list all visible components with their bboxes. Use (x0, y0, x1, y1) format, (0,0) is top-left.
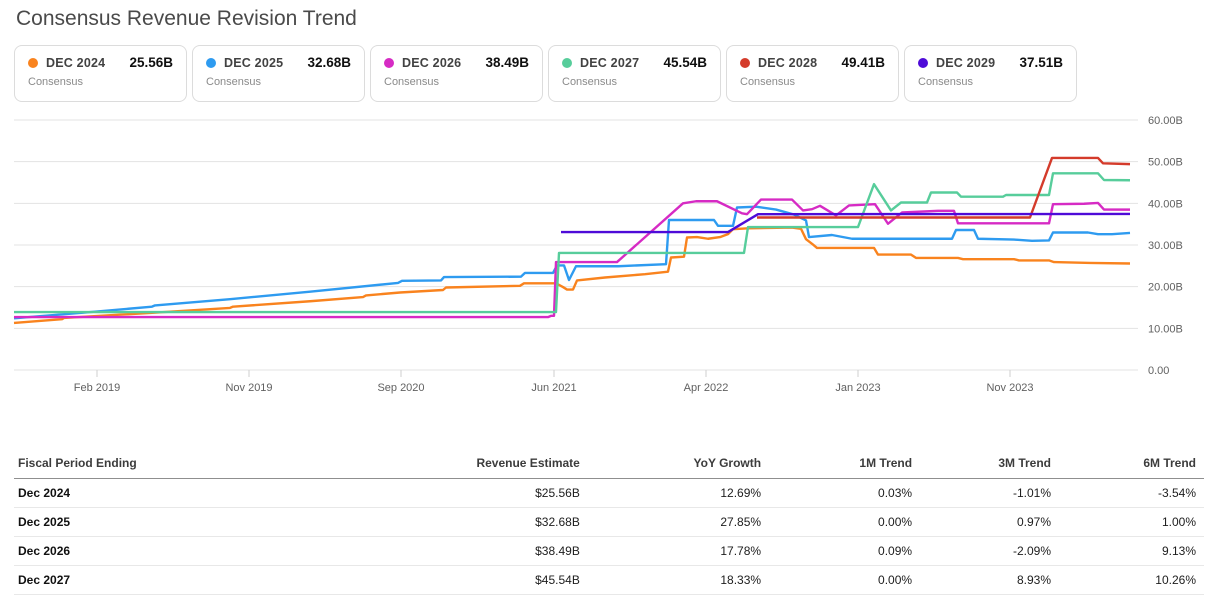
m3-trend-cell: -2.09% (920, 536, 1059, 566)
estimates-table-header: Fiscal Period Ending Revenue Estimate YoY … (14, 449, 1204, 479)
legend-period-label: DEC 2029 (936, 55, 996, 70)
table-row-dec-2026: Dec 2026 $38.49B 17.78% 0.09% -2.09% 9.13% (14, 536, 1204, 566)
series-line-dec-2025-consensus[interactable] (13, 205, 1131, 320)
legend-consensus-value: 32.68B (307, 55, 351, 70)
legend-card-dec-2024[interactable]: DEC 2024 25.56B Consensus (14, 45, 187, 102)
legend-card-row-dec-2028: DEC 2028 49.41B (740, 55, 885, 70)
legend-period-label: DEC 2025 (224, 55, 284, 70)
legend-period-label: DEC 2024 (46, 55, 106, 70)
revenue-estimate-cell: $38.49B (412, 536, 588, 566)
yoy-growth-cell: 17.78% (587, 536, 770, 566)
m3-trend-cell: 0.97% (920, 507, 1059, 537)
estimates-table: Fiscal Period Ending Revenue Estimate YoY … (14, 449, 1204, 595)
legend-consensus-value: 49.41B (841, 55, 885, 70)
table-row-dec-2024: Dec 2024 $25.56B 12.69% 0.03% -1.01% -3.54% (14, 478, 1204, 508)
series-dot-icon (28, 57, 38, 68)
legend-card-row-dec-2029: DEC 2029 37.51B (918, 55, 1063, 70)
series-dot-icon (384, 57, 394, 68)
m1-trend-cell: 0.00% (769, 507, 921, 537)
y-axis-label: 10.00B (1148, 323, 1183, 335)
legend-consensus-value: 25.56B (129, 55, 173, 70)
column-header-6m-trend: 6M Trend (1059, 449, 1204, 479)
table-row-dec-2025: Dec 2025 $32.68B 27.85% 0.00% 0.97% 1.00% (14, 507, 1204, 537)
series-line-dec-2029-consensus[interactable] (561, 212, 1131, 234)
series-dot-icon (740, 57, 750, 68)
column-header-3m-trend: 3M Trend (920, 449, 1059, 479)
m1-trend-cell: 0.09% (769, 536, 921, 566)
legend-card-row-dec-2026: DEC 2026 38.49B (384, 55, 529, 70)
y-axis-label: 0.00 (1148, 365, 1169, 377)
series-line-dec-2027-consensus[interactable] (14, 172, 1131, 314)
column-header-yoy-growth: YoY Growth (587, 449, 770, 479)
m6-trend-cell: 1.00% (1059, 507, 1204, 537)
series-line-dec-2026-consensus[interactable] (14, 198, 1131, 319)
legend-sublabel: Consensus (918, 76, 974, 88)
x-axis-label: Nov 2019 (225, 382, 272, 394)
y-axis-label: 60.00B (1148, 115, 1183, 127)
y-axis-label: 40.00B (1148, 198, 1183, 210)
legend-period-label: DEC 2027 (580, 55, 640, 70)
legend-consensus-value: 37.51B (1019, 55, 1063, 70)
legend-sublabel: Consensus (206, 76, 262, 88)
legend-sublabel: Consensus (384, 76, 440, 88)
page-title: Consensus Revenue Revision Trend (16, 7, 357, 30)
fiscal-period-cell: Dec 2026 (14, 536, 413, 566)
m1-trend-cell: 0.00% (769, 565, 921, 595)
fiscal-period-cell: Dec 2024 (14, 478, 413, 508)
legend-card-dec-2027[interactable]: DEC 2027 45.54B Consensus (548, 45, 721, 102)
m6-trend-cell: 9.13% (1059, 536, 1204, 566)
x-axis-label: Sep 2020 (377, 382, 424, 394)
legend-card-row-dec-2027: DEC 2027 45.54B (562, 55, 707, 70)
yoy-growth-cell: 27.85% (587, 507, 770, 537)
m3-trend-cell: 8.93% (920, 565, 1059, 595)
x-axis-label: Jan 2023 (835, 382, 880, 394)
revenue-estimate-cell: $45.54B (412, 565, 588, 595)
yoy-growth-cell: 18.33% (587, 565, 770, 595)
legend-card-dec-2028[interactable]: DEC 2028 49.41B Consensus (726, 45, 899, 102)
series-line-dec-2024-consensus[interactable] (13, 226, 1131, 325)
yoy-growth-cell: 12.69% (587, 478, 770, 508)
x-axis-label: Feb 2019 (74, 382, 120, 394)
m3-trend-cell: -1.01% (920, 478, 1059, 508)
series-dot-icon (206, 57, 216, 68)
legend-card-row-dec-2024: DEC 2024 25.56B (28, 55, 173, 70)
legend-card-row-dec-2025: DEC 2025 32.68B (206, 55, 351, 70)
legend-card-dec-2029[interactable]: DEC 2029 37.51B Consensus (904, 45, 1077, 102)
m6-trend-cell: -3.54% (1059, 478, 1204, 508)
revenue-estimate-cell: $32.68B (412, 507, 588, 537)
legend-consensus-value: 45.54B (663, 55, 707, 70)
legend-card-dec-2025[interactable]: DEC 2025 32.68B Consensus (192, 45, 365, 102)
column-header-revenue-estimate: Revenue Estimate (412, 449, 588, 479)
column-header-fiscal-period-ending: Fiscal Period Ending (14, 449, 413, 479)
legend-period-label: DEC 2028 (758, 55, 818, 70)
series-line-dec-2028-consensus[interactable] (757, 156, 1131, 219)
legend-sublabel: Consensus (562, 76, 618, 88)
legend-period-label: DEC 2026 (402, 55, 462, 70)
x-axis-label: Apr 2022 (684, 382, 729, 394)
y-axis-label: 50.00B (1148, 157, 1183, 169)
series-dot-icon (918, 57, 928, 68)
fiscal-period-cell: Dec 2025 (14, 507, 413, 537)
table-row-dec-2027: Dec 2027 $45.54B 18.33% 0.00% 8.93% 10.26% (14, 565, 1204, 595)
y-axis-label: 30.00B (1148, 240, 1183, 252)
legend-consensus-value: 38.49B (485, 55, 529, 70)
revision-trend-chart[interactable]: 60.00B 50.00B 40.00B 30.00B 20.00B 10.00B 0.00… (0, 109, 1218, 399)
series-dot-icon (562, 57, 572, 68)
revenue-estimate-cell: $25.56B (412, 478, 588, 508)
fiscal-period-cell: Dec 2027 (14, 565, 413, 595)
legend-card-dec-2026[interactable]: DEC 2026 38.49B Consensus (370, 45, 543, 102)
m6-trend-cell: 10.26% (1059, 565, 1204, 595)
x-axis-label: Nov 2023 (986, 382, 1033, 394)
revision-trend-chart-svg[interactable]: 60.00B 50.00B 40.00B 30.00B 20.00B 10.00B 0.00… (0, 109, 1218, 399)
legend-card-row: DEC 2024 25.56B Consensus DEC 2025 32.68B Con… (14, 45, 1204, 102)
x-axis-label: Jun 2021 (531, 382, 576, 394)
column-header-1m-trend: 1M Trend (769, 449, 921, 479)
legend-sublabel: Consensus (28, 76, 84, 88)
estimates-table-body: Dec 2024 $25.56B 12.69% 0.03% -1.01% -3.54% De… (14, 478, 1204, 595)
y-axis-label: 20.00B (1148, 282, 1183, 294)
legend-sublabel: Consensus (740, 76, 796, 88)
m1-trend-cell: 0.03% (769, 478, 921, 508)
